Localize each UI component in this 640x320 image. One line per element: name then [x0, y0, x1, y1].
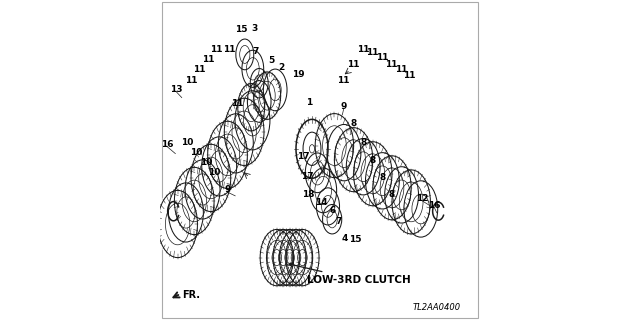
Ellipse shape	[250, 68, 268, 98]
Text: 5: 5	[268, 56, 275, 65]
Ellipse shape	[346, 137, 381, 196]
Text: 11: 11	[347, 60, 360, 68]
Text: 18: 18	[302, 190, 314, 199]
Ellipse shape	[390, 167, 432, 236]
Ellipse shape	[218, 112, 254, 174]
Text: 13: 13	[170, 85, 183, 94]
Text: 11: 11	[337, 76, 350, 85]
Ellipse shape	[278, 227, 314, 288]
Ellipse shape	[259, 227, 295, 288]
Text: 11: 11	[395, 65, 407, 74]
Ellipse shape	[294, 116, 330, 182]
Ellipse shape	[236, 39, 254, 70]
Text: 11: 11	[185, 76, 198, 84]
Text: 19: 19	[292, 70, 305, 79]
Text: 11: 11	[230, 99, 243, 108]
Text: 1: 1	[307, 98, 312, 107]
Text: 6: 6	[330, 206, 336, 215]
Text: TL2AA0400: TL2AA0400	[413, 303, 461, 312]
Text: 9: 9	[224, 185, 230, 194]
Ellipse shape	[234, 89, 271, 151]
Text: 8: 8	[350, 119, 356, 128]
Ellipse shape	[237, 82, 266, 133]
Text: 12: 12	[416, 194, 429, 203]
Text: 9: 9	[340, 102, 347, 111]
Text: 3: 3	[252, 24, 258, 33]
Text: 11: 11	[376, 53, 388, 62]
Ellipse shape	[309, 167, 337, 214]
Text: 11: 11	[385, 60, 398, 68]
Ellipse shape	[403, 180, 438, 238]
Text: 11: 11	[193, 65, 206, 74]
Text: 17: 17	[297, 152, 310, 161]
Ellipse shape	[184, 158, 221, 220]
Text: 8: 8	[380, 173, 385, 182]
Text: 11: 11	[366, 48, 379, 57]
Ellipse shape	[322, 204, 342, 235]
Text: 7: 7	[253, 47, 259, 56]
Ellipse shape	[206, 119, 249, 191]
Ellipse shape	[384, 165, 419, 224]
Ellipse shape	[371, 153, 413, 222]
Ellipse shape	[265, 227, 301, 288]
Text: 2: 2	[278, 63, 285, 72]
Ellipse shape	[173, 165, 216, 237]
Ellipse shape	[352, 139, 394, 208]
Text: 16: 16	[161, 140, 173, 148]
Ellipse shape	[253, 70, 282, 121]
Text: 7: 7	[335, 217, 342, 226]
Ellipse shape	[263, 68, 287, 112]
Text: 11: 11	[210, 45, 223, 54]
Ellipse shape	[223, 96, 266, 168]
Ellipse shape	[316, 187, 340, 226]
Ellipse shape	[156, 188, 199, 260]
Text: 10: 10	[181, 138, 194, 147]
Text: 15: 15	[349, 236, 362, 244]
Ellipse shape	[365, 151, 400, 210]
Text: 11: 11	[356, 45, 369, 54]
Text: 10: 10	[208, 168, 221, 177]
Text: FR.: FR.	[182, 290, 200, 300]
Text: 11: 11	[202, 55, 214, 64]
Ellipse shape	[242, 50, 264, 88]
Ellipse shape	[305, 152, 330, 193]
Text: 11: 11	[403, 71, 416, 80]
Text: 17: 17	[301, 172, 314, 180]
Ellipse shape	[247, 80, 271, 123]
Text: 16: 16	[428, 201, 441, 210]
Ellipse shape	[168, 181, 204, 244]
Ellipse shape	[326, 123, 362, 182]
Ellipse shape	[189, 142, 232, 214]
Text: 8: 8	[370, 156, 376, 164]
Ellipse shape	[271, 227, 308, 288]
Ellipse shape	[201, 135, 237, 197]
Text: 8: 8	[388, 190, 395, 199]
Ellipse shape	[333, 125, 374, 194]
Text: 11: 11	[223, 45, 235, 54]
Text: 10: 10	[190, 148, 203, 157]
Ellipse shape	[314, 111, 355, 180]
Text: 10: 10	[200, 158, 212, 167]
Text: 14: 14	[315, 198, 328, 207]
Ellipse shape	[284, 227, 321, 288]
Text: 15: 15	[235, 25, 247, 34]
Text: LOW-3RD CLUTCH: LOW-3RD CLUTCH	[289, 263, 410, 285]
Text: 8: 8	[360, 138, 366, 147]
Text: 4: 4	[341, 234, 348, 243]
